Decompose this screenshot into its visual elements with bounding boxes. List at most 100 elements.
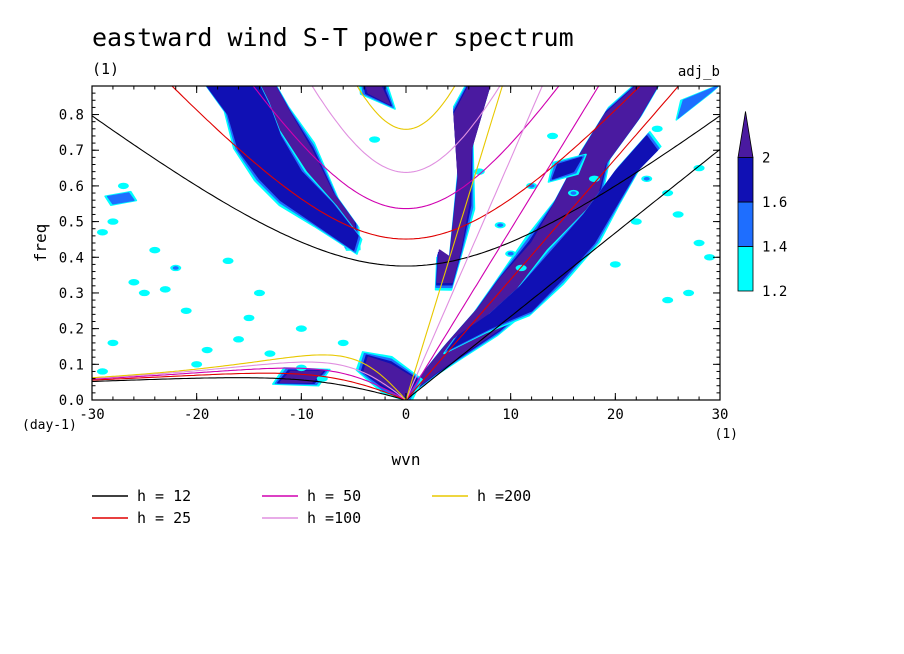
contour-region-6-level-4 xyxy=(363,356,416,398)
dispersion-curve-h12-kelvin xyxy=(405,148,720,400)
contour-speckle-34-level-1 xyxy=(662,296,674,304)
contour-speckle-37-level-1 xyxy=(233,336,245,343)
contour-speckle-4-level-1 xyxy=(264,350,276,357)
dispersion-curve-h200-rossby xyxy=(92,354,407,400)
x-tick-label: -10 xyxy=(289,407,314,423)
contour-speckle-28-level-1 xyxy=(693,239,705,247)
contour-speckle-24-level-1 xyxy=(609,261,621,268)
y-axis-unit: (day-1) xyxy=(22,418,77,433)
contour-speckle-29-level-1 xyxy=(630,218,642,225)
contour-speckle-14-level-1 xyxy=(159,286,171,293)
dispersion-curve-h25-rossby xyxy=(92,372,407,400)
contour-speckle-16-level-1 xyxy=(337,339,349,347)
dispersion-curve-h50-rossby xyxy=(92,367,407,400)
contour-speckle-26-level-1 xyxy=(662,189,674,197)
x-axis: -30 -20 -10 0 10 20 30 xyxy=(79,86,728,423)
contour-speckle-12-level-1 xyxy=(117,182,129,190)
y-axis: 0.0 0.1 0.2 0.3 0.4 0.5 0.6 0.7 0.8 xyxy=(59,85,720,409)
y-tick-label: 0.0 xyxy=(59,393,84,409)
y-tick-label: 0.1 xyxy=(59,357,84,373)
contour-region-8-level-2 xyxy=(106,192,135,205)
y-tick-label: 0.7 xyxy=(59,143,84,159)
contour-speckle-27-level-1 xyxy=(672,211,684,218)
contour-speckle-25-level-2 xyxy=(643,176,650,181)
contour-fill-layer xyxy=(96,86,720,400)
dispersion-curve-h25-kelvin xyxy=(405,86,680,400)
dispersion-curve-h12-rossby xyxy=(92,377,407,400)
colorbar-label: 1.4 xyxy=(762,240,787,256)
contour-speckle-10-level-2 xyxy=(172,266,179,270)
contour-speckle-35-level-1 xyxy=(693,164,705,172)
legend-label: h =100 xyxy=(307,509,361,527)
colorbar-swatch-1 xyxy=(737,246,754,292)
contour-speckle-11-level-1 xyxy=(222,257,234,265)
colorbar: 1.2 1.4 1.6 2 xyxy=(737,111,787,300)
x-tick-label: 0 xyxy=(402,407,410,423)
contour-speckle-13-level-1 xyxy=(96,229,108,236)
contour-speckle-41-level-2 xyxy=(497,223,504,227)
dispersion-curve-layer xyxy=(92,86,720,400)
colorbar-swatch-2 xyxy=(737,201,754,247)
contour-region-9-level-2 xyxy=(677,86,719,119)
legend: h = 12 h = 25 h = 50 h =100 h =200 xyxy=(92,487,531,527)
legend-label: h =200 xyxy=(477,487,531,505)
contour-speckle-1-level-1 xyxy=(138,289,150,297)
contour-speckle-3-level-1 xyxy=(201,346,213,354)
dispersion-curve-h200-inertio-gravity xyxy=(356,86,456,130)
plot-area: -30 -20 -10 0 10 20 30 0.00.10.20.30.40.50.60.… xyxy=(59,85,728,423)
contour-region-10-level-3 xyxy=(551,156,583,180)
legend-label: h = 50 xyxy=(307,487,361,505)
contour-speckle-7-level-1 xyxy=(191,361,203,368)
x-tick-label: 10 xyxy=(502,407,519,423)
x-axis-label: wvn xyxy=(392,450,421,469)
contour-speckle-5-level-1 xyxy=(149,246,161,254)
contour-speckle-8-level-1 xyxy=(243,314,255,322)
contour-speckle-36-level-1 xyxy=(107,339,119,347)
contour-speckle-32-level-1 xyxy=(651,125,663,133)
contour-speckle-20-level-2 xyxy=(507,251,514,256)
y-tick-label: 0.3 xyxy=(59,286,84,302)
contour-speckle-2-level-1 xyxy=(180,307,192,314)
dispersion-curve-h50-inertio-gravity xyxy=(252,86,560,210)
x-axis-unit: (1) xyxy=(715,427,738,442)
legend-label: h = 25 xyxy=(137,509,191,527)
colorbar-label: 1.2 xyxy=(762,284,787,300)
legend-label: h = 12 xyxy=(137,487,191,505)
contour-region-5-level-3 xyxy=(447,135,658,351)
contour-speckle-33-level-1 xyxy=(704,254,716,261)
x-tick-label: -30 xyxy=(79,407,104,423)
x-tick-label: 20 xyxy=(607,407,624,423)
colorbar-label: 1.6 xyxy=(762,195,787,211)
chart-title: eastward wind S-T power spectrum xyxy=(92,23,574,52)
contour-speckle-31-level-1 xyxy=(547,132,559,140)
contour-speckle-17-level-1 xyxy=(253,289,265,297)
dispersion-curve-h12-inertio-gravity xyxy=(92,115,720,267)
dispersion-curve-h25-inertio-gravity xyxy=(171,86,641,240)
contour-speckle-0-level-1 xyxy=(107,218,119,225)
colorbar-extension-arrow xyxy=(737,111,754,158)
dispersion-curve-h100-rossby xyxy=(92,361,407,400)
contour-speckle-40-level-1 xyxy=(369,136,381,143)
dispersion-curve-h50-kelvin xyxy=(405,86,600,400)
contour-region-1-level-4 xyxy=(436,86,491,284)
contour-speckle-9-level-1 xyxy=(295,325,307,332)
dispersion-curve-h100-kelvin xyxy=(405,86,543,400)
colorbar-swatch-3 xyxy=(737,157,754,203)
y-tick-label: 0.5 xyxy=(59,215,84,231)
y-tick-label: 0.4 xyxy=(59,250,84,266)
chart-subtitle-right: adj_b xyxy=(678,64,720,80)
y-tick-label: 0.6 xyxy=(59,179,84,195)
x-tick-label: -20 xyxy=(184,407,209,423)
contour-speckle-6-level-1 xyxy=(128,279,140,286)
y-tick-label: 0.2 xyxy=(59,322,84,338)
contour-region-3-level-3 xyxy=(206,86,359,251)
x-tick-label: 30 xyxy=(712,407,729,423)
contour-speckle-22-level-2 xyxy=(570,191,577,195)
contour-region-0-level-4 xyxy=(365,86,391,105)
dispersion-curve-h100-inertio-gravity xyxy=(311,86,501,173)
dispersion-curve-h200-kelvin xyxy=(405,86,503,400)
y-tick-label: 0.8 xyxy=(59,108,84,124)
colorbar-label: 2 xyxy=(762,151,770,167)
contour-speckle-30-level-1 xyxy=(683,289,695,297)
